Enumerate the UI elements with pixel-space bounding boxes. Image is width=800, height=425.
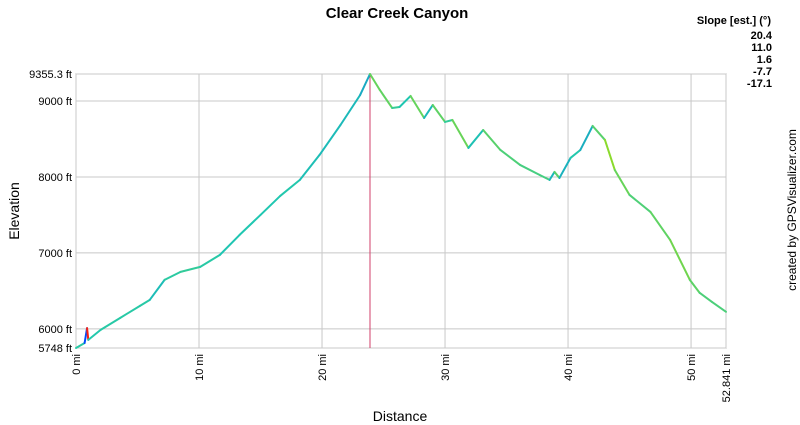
elevation-segment <box>431 104 447 123</box>
elevation-segment <box>279 178 301 197</box>
elevation-segment <box>553 170 561 179</box>
legend-title: Slope [est.] (°) <box>697 15 771 27</box>
elevation-segment <box>499 148 522 166</box>
x-tick-label: 52.841 mi <box>721 354 733 402</box>
elevation-segment <box>259 194 282 216</box>
elevation-segment <box>339 93 362 126</box>
elevation-segment <box>669 238 691 281</box>
legend-entry: 11.0 <box>751 42 772 54</box>
legend-entry: -17.1 <box>747 78 772 90</box>
elevation-segment <box>558 156 572 179</box>
credit: created by GPSVisualizer.com <box>785 129 799 291</box>
elevation-segment <box>398 94 412 108</box>
y-tick-label: 6000 ft <box>38 324 72 336</box>
elevation-segment <box>368 73 381 91</box>
elevation-segment <box>423 104 434 120</box>
elevation-segment <box>591 124 606 141</box>
y-tick-label: 9000 ft <box>38 96 72 108</box>
elevation-segment <box>613 168 631 196</box>
y-tick-label: 8000 ft <box>38 172 72 184</box>
elevation-segment <box>688 278 701 294</box>
elevation-segment <box>444 118 454 123</box>
chart-title: Clear Creek Canyon <box>326 5 469 22</box>
elevation-segment <box>378 88 394 109</box>
x-tick-label: 10 mi <box>194 354 206 381</box>
x-tick-label: 40 mi <box>563 354 575 381</box>
elevation-segment <box>138 298 151 307</box>
elevation-segment <box>391 105 401 109</box>
elevation-segment <box>548 170 556 181</box>
x-axis-label: Distance <box>373 408 428 424</box>
elevation-segment <box>75 341 86 349</box>
legend-entry: 1.6 <box>757 54 772 66</box>
elevation-segment <box>359 73 371 96</box>
elevation-segment <box>538 173 551 181</box>
elevation-segment <box>579 124 594 151</box>
elevation-segment <box>148 278 166 301</box>
x-tick-label: 30 mi <box>440 354 452 381</box>
elevation-segment <box>628 193 652 213</box>
elevation-segment <box>86 327 90 341</box>
elevation-segment <box>451 118 470 149</box>
elevation-segment <box>179 265 202 273</box>
elevation-segment <box>218 233 241 256</box>
elevation-segment <box>163 270 182 281</box>
elevation-segment <box>298 153 321 181</box>
y-axis-label: Elevation <box>6 182 22 240</box>
elevation-segment <box>467 129 485 149</box>
x-tick-label: 20 mi <box>317 354 329 381</box>
elevation-segment <box>698 291 713 303</box>
elevation-segment <box>519 163 541 176</box>
legend-entry: 20.4 <box>751 30 773 42</box>
y-tick-label: 7000 ft <box>38 248 72 260</box>
elevation-segment <box>318 123 342 156</box>
x-tick-label: 0 mi <box>71 354 83 375</box>
elevation-segment <box>569 148 582 159</box>
legend-entry: -7.7 <box>753 66 772 78</box>
elevation-segment <box>238 213 262 236</box>
elevation-segment <box>199 253 221 268</box>
elevation-segment <box>119 304 141 319</box>
elevation-segment <box>649 210 672 241</box>
y-tick-label: 5748 ft <box>38 343 72 355</box>
y-tick-label: 9355.3 ft <box>29 69 72 81</box>
x-tick-label: 50 mi <box>686 354 698 381</box>
elevation-segment <box>710 300 727 313</box>
elevation-segment <box>409 94 426 120</box>
elevation-segment <box>99 316 122 331</box>
elevation-segment <box>482 129 502 151</box>
elevation-segment <box>603 138 616 171</box>
elevation-segment <box>87 328 102 341</box>
